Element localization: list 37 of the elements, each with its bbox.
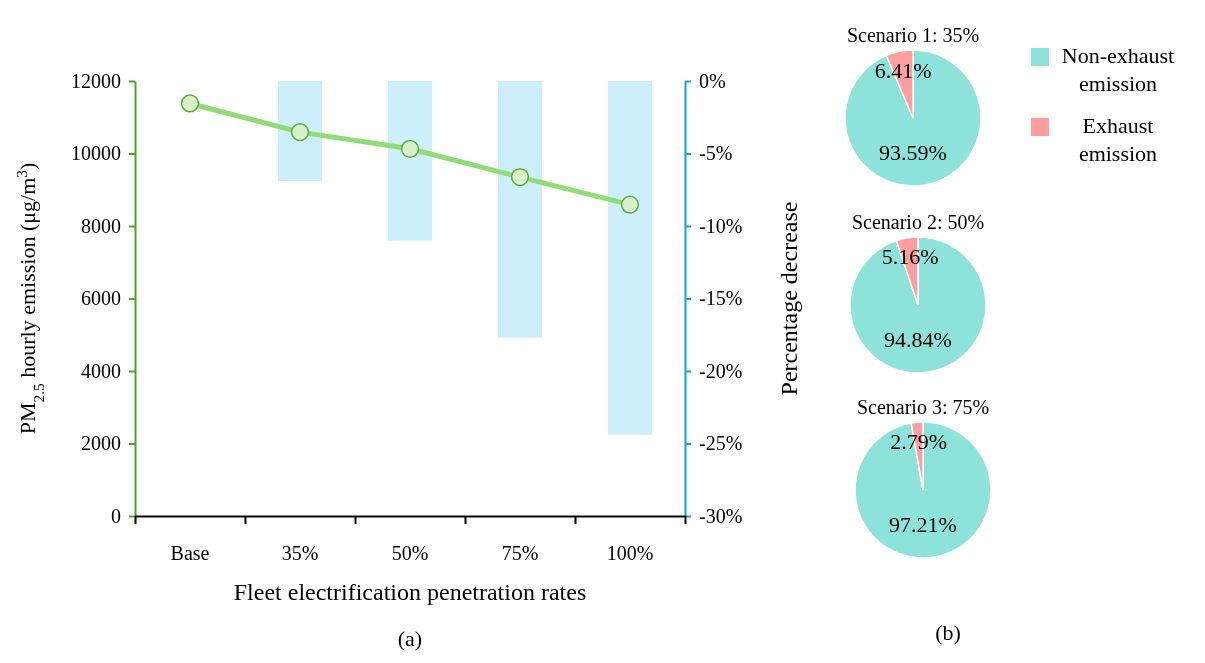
y-tick-label: 4000 bbox=[81, 359, 121, 382]
y2-tick-label: -20% bbox=[699, 359, 743, 382]
x-axis-title: Fleet electrification penetration rates bbox=[233, 579, 587, 605]
data-label: 5.16% bbox=[881, 244, 939, 270]
data-label: 2.79% bbox=[890, 428, 948, 454]
legend-label: Exhaust emission bbox=[1078, 113, 1158, 166]
y-tick-label: 6000 bbox=[81, 287, 121, 310]
data-label: 94.84% bbox=[884, 326, 952, 352]
y2-tick-label: 0% bbox=[699, 69, 726, 92]
text: (b) bbox=[935, 620, 961, 645]
chart-title: Scenario 1: 35% bbox=[846, 24, 980, 46]
y2-tick-label: -25% bbox=[699, 432, 743, 455]
data-label: 93.59% bbox=[879, 139, 947, 165]
pie-slice bbox=[844, 49, 982, 187]
x-tick-label: 100% bbox=[606, 542, 654, 564]
x-tick-label: 35% bbox=[281, 542, 319, 564]
y2-tick-label: -30% bbox=[699, 504, 743, 527]
y-tick-label: 0 bbox=[111, 504, 121, 527]
data-label: 6.41% bbox=[874, 57, 932, 83]
x-tick-label: 75% bbox=[501, 542, 539, 564]
pie-slice bbox=[854, 421, 992, 559]
y2-tick-label: -10% bbox=[699, 214, 743, 237]
y2-tick-label: -5% bbox=[699, 142, 733, 165]
x-tick-label: Base bbox=[170, 542, 210, 564]
x-tick-label: 50% bbox=[391, 542, 429, 564]
y-tick-label: 8000 bbox=[81, 214, 121, 237]
data-label: 97.21% bbox=[889, 511, 957, 537]
chart-title: Scenario 2: 50% bbox=[851, 211, 985, 233]
legend-label: Non-exhaust emission bbox=[1061, 43, 1175, 96]
y-tick-label: 10000 bbox=[71, 142, 121, 165]
y2-tick-label: -15% bbox=[699, 287, 743, 310]
chart-title: Scenario 3: 75% bbox=[856, 396, 990, 418]
y2-axis-title: Percentage decrease bbox=[776, 201, 802, 396]
text: (a) bbox=[397, 626, 423, 651]
pie-slice bbox=[849, 236, 987, 374]
y-tick-label: 12000 bbox=[71, 69, 121, 92]
y-tick-label: 2000 bbox=[81, 432, 121, 455]
